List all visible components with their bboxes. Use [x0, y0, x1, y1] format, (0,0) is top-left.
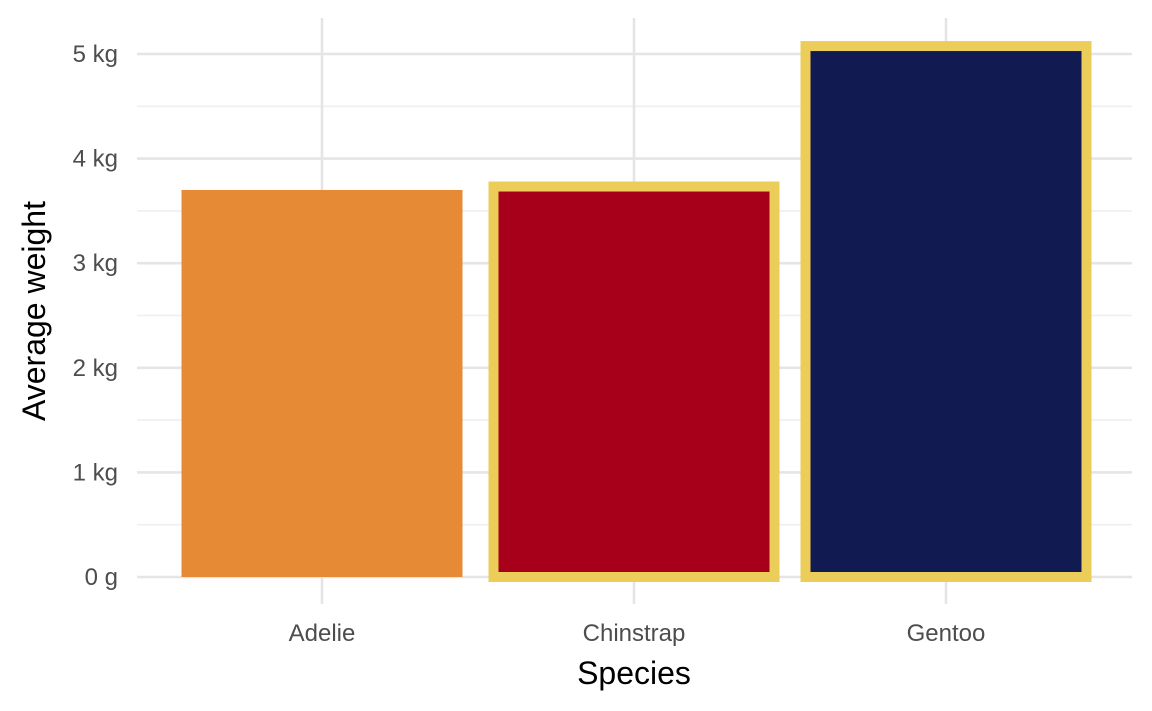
x-axis: Adelie Chinstrap Gentoo	[289, 620, 986, 647]
y-tick-label: 0 g	[85, 564, 118, 591]
x-tick-label: Chinstrap	[583, 620, 686, 647]
y-axis: 0 g 1 kg 2 kg 3 kg 4 kg 5 kg	[73, 41, 118, 591]
y-tick-label: 2 kg	[73, 355, 118, 382]
x-tick-label: Gentoo	[907, 620, 986, 647]
x-axis-title: Species	[577, 655, 691, 691]
bar-gentoo	[800, 41, 1092, 582]
bars	[181, 41, 1092, 582]
y-tick-label: 5 kg	[73, 41, 118, 68]
y-tick-label: 1 kg	[73, 459, 118, 486]
x-tick-label: Adelie	[289, 620, 356, 647]
bar-adelie	[181, 189, 463, 578]
bar-chinstrap	[488, 181, 780, 582]
y-tick-label: 4 kg	[73, 146, 118, 173]
y-axis-title: Average weight	[16, 201, 52, 421]
y-tick-label: 3 kg	[73, 250, 118, 277]
